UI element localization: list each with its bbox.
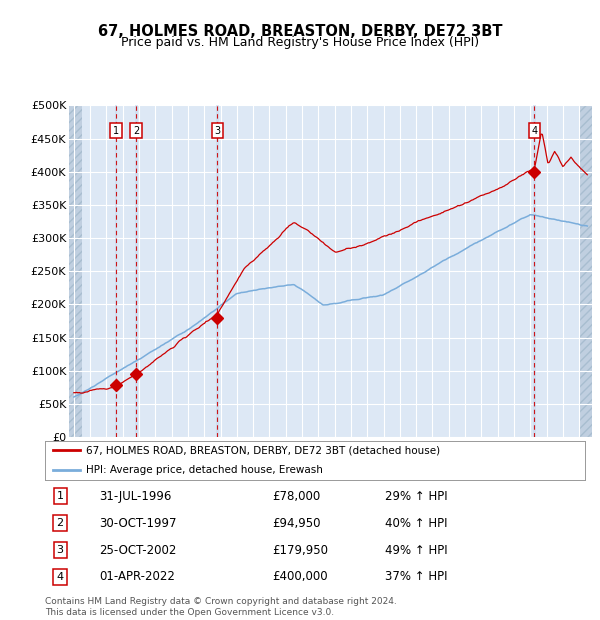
Text: 31-JUL-1996: 31-JUL-1996 [99,490,172,503]
Text: 01-APR-2022: 01-APR-2022 [99,570,175,583]
Bar [69,105,82,437]
Text: 3: 3 [56,545,64,555]
Text: 40% ↑ HPI: 40% ↑ HPI [385,516,448,529]
Text: 30-OCT-1997: 30-OCT-1997 [99,516,176,529]
Text: 3: 3 [214,126,221,136]
Text: 1: 1 [113,126,119,136]
Bar [533,105,536,437]
Text: 67, HOLMES ROAD, BREASTON, DERBY, DE72 3BT (detached house): 67, HOLMES ROAD, BREASTON, DERBY, DE72 3… [86,445,440,455]
Bar [135,105,137,437]
Text: 25-OCT-2002: 25-OCT-2002 [99,544,176,557]
Text: 29% ↑ HPI: 29% ↑ HPI [385,490,448,503]
Text: Price paid vs. HM Land Registry's House Price Index (HPI): Price paid vs. HM Land Registry's House … [121,36,479,49]
Bar [115,105,117,437]
Text: HPI: Average price, detached house, Erewash: HPI: Average price, detached house, Erew… [86,465,322,475]
Bar [216,105,219,437]
Text: 67, HOLMES ROAD, BREASTON, DERBY, DE72 3BT: 67, HOLMES ROAD, BREASTON, DERBY, DE72 3… [98,24,502,38]
Text: 2: 2 [56,518,64,528]
Text: 1: 1 [56,492,64,502]
Bar [579,105,592,437]
Text: 4: 4 [531,126,538,136]
Text: £78,000: £78,000 [272,490,320,503]
Text: £400,000: £400,000 [272,570,328,583]
Text: £179,950: £179,950 [272,544,328,557]
Text: 2: 2 [133,126,139,136]
Text: 49% ↑ HPI: 49% ↑ HPI [385,544,448,557]
Text: Contains HM Land Registry data © Crown copyright and database right 2024.
This d: Contains HM Land Registry data © Crown c… [45,598,397,617]
Text: £94,950: £94,950 [272,516,320,529]
Text: 37% ↑ HPI: 37% ↑ HPI [385,570,448,583]
Bar [69,105,82,437]
Bar [579,105,592,437]
Text: 4: 4 [56,572,64,582]
